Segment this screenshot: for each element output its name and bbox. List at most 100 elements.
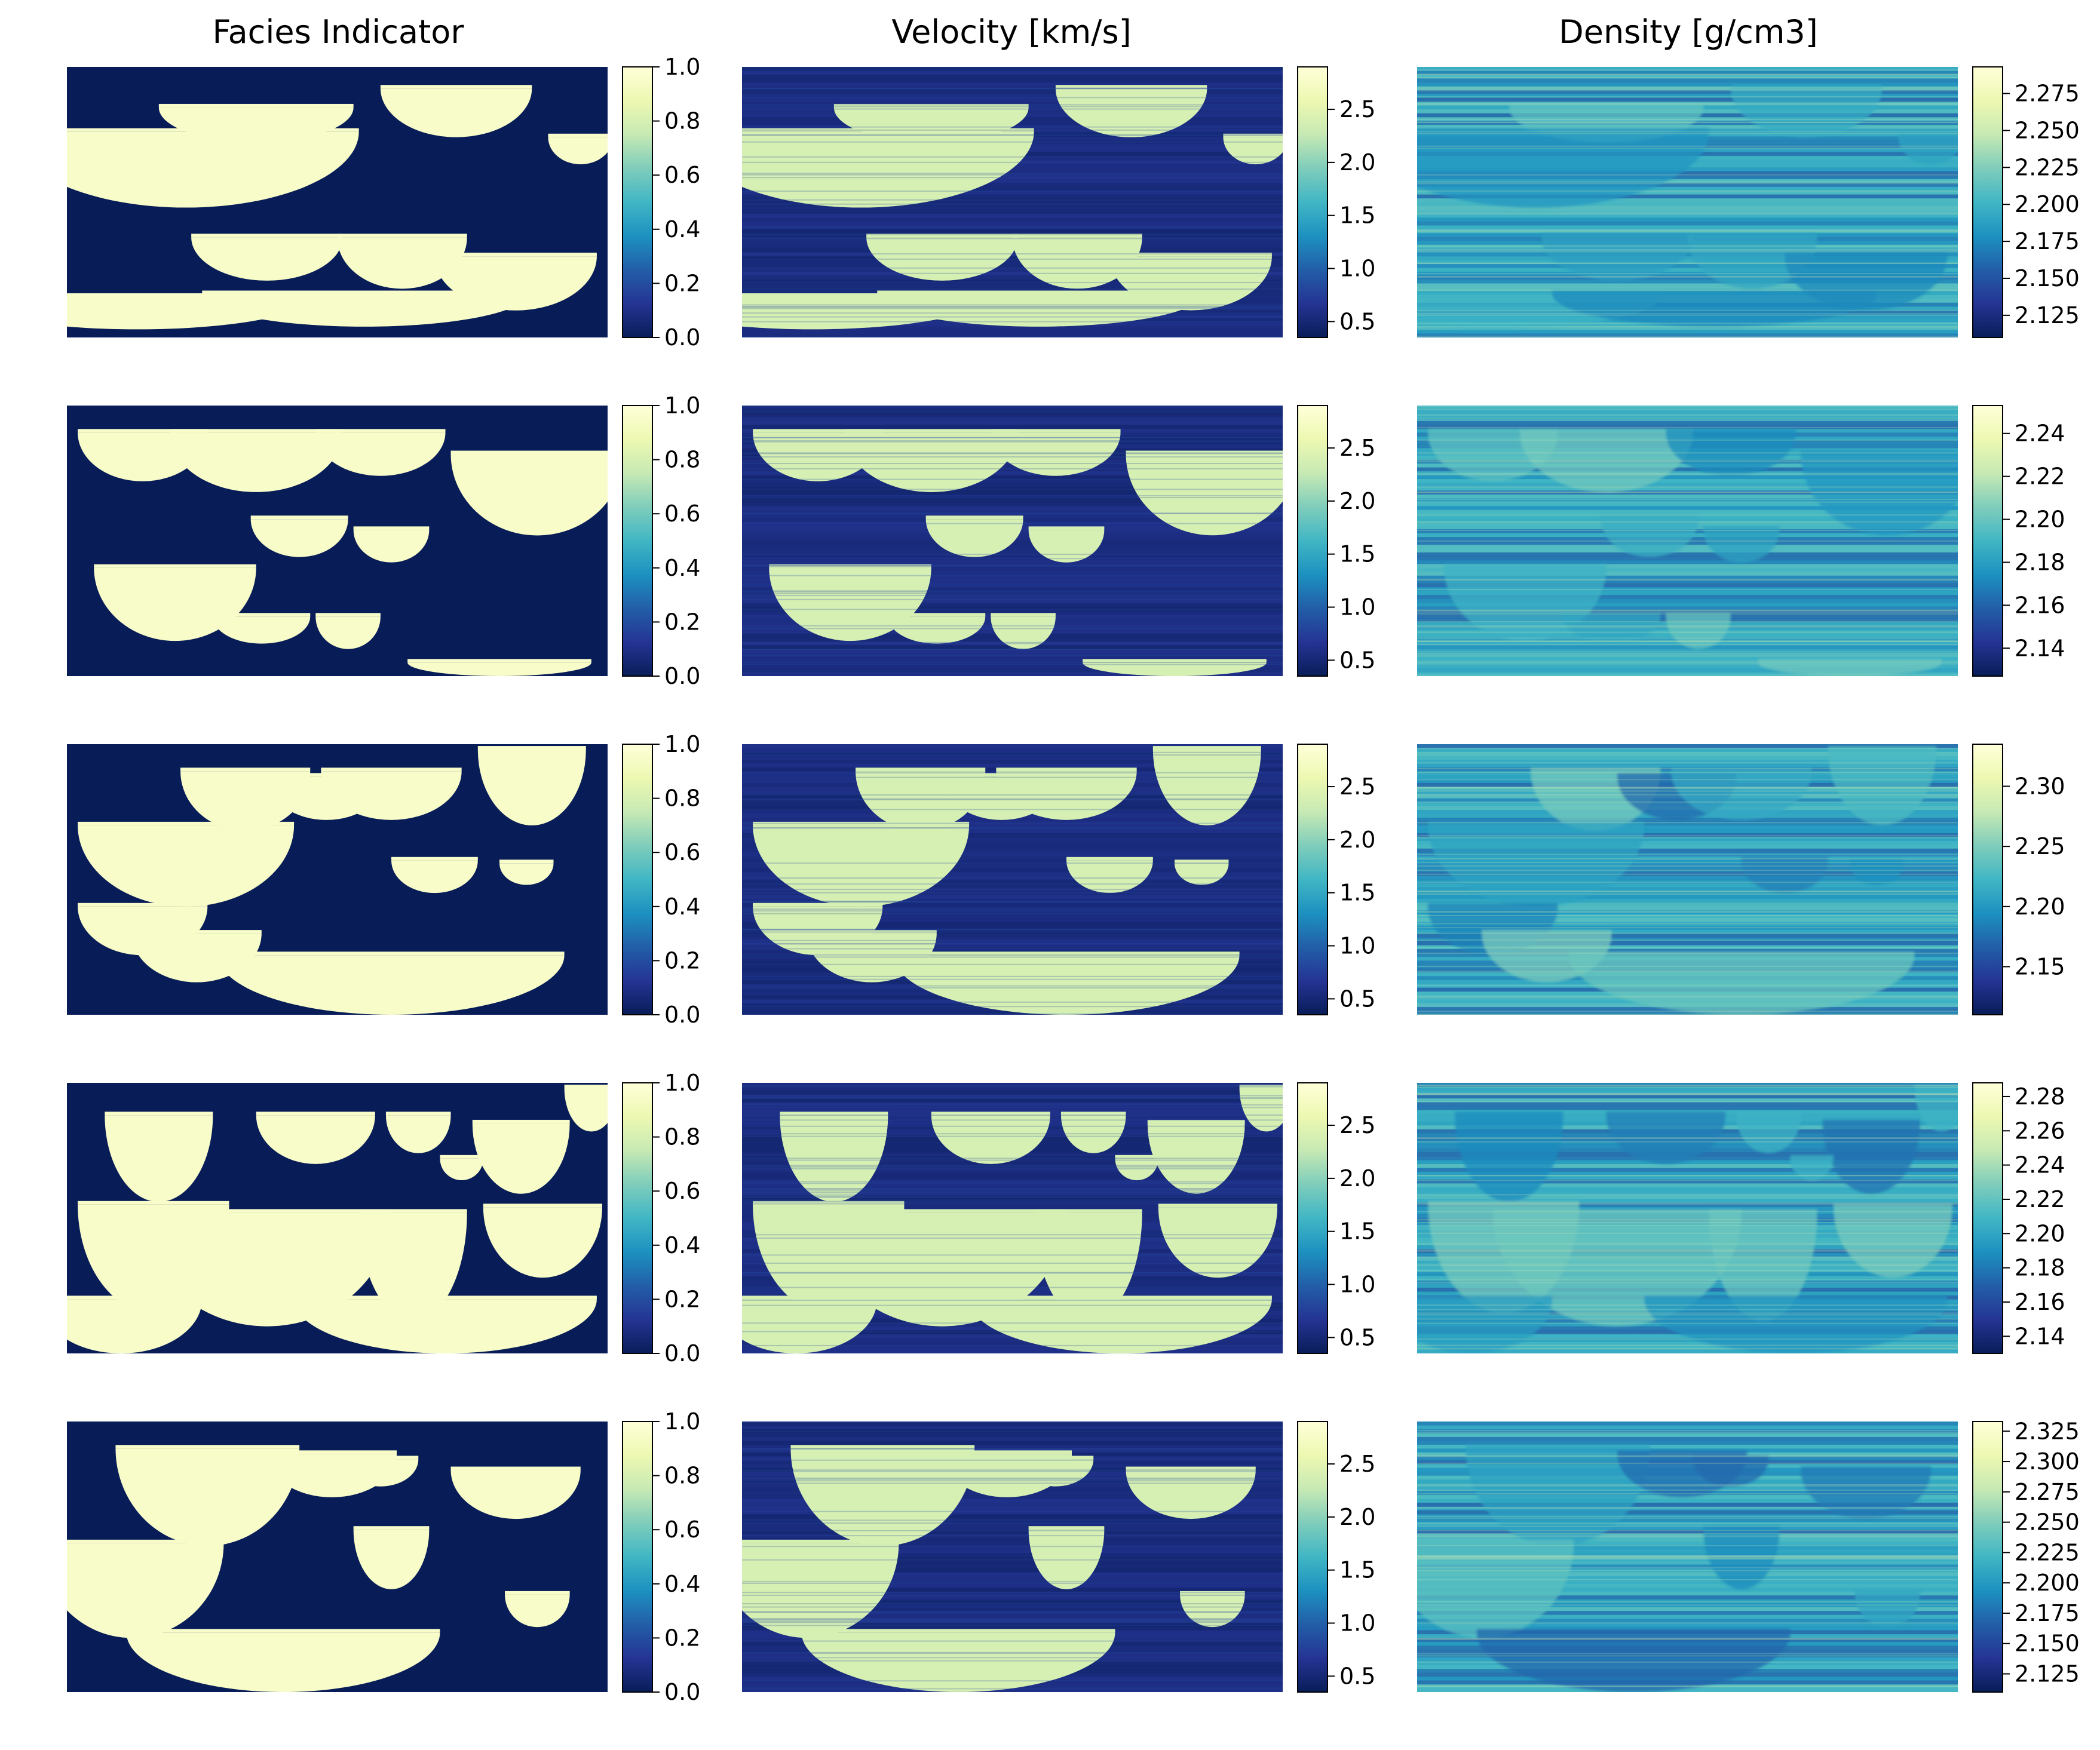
- sand-lens-top: [1028, 1526, 1105, 1530]
- streak: [742, 156, 1283, 158]
- sand-lens-top: [1428, 902, 1558, 907]
- streak: [1417, 1567, 1958, 1568]
- streak: [1417, 276, 1958, 278]
- panel-r5-c3: 2.125 2.150 2.175 2.200 2.225 2.250 2.275 2.300…: [1417, 1418, 2080, 1693]
- streak: [1417, 579, 1958, 581]
- streak: [742, 928, 1283, 930]
- streak: [1417, 1304, 1958, 1306]
- streak: [1417, 870, 1958, 871]
- stripe: [1417, 1499, 1958, 1503]
- streak: [1417, 190, 1958, 192]
- streak: [1417, 1141, 1958, 1143]
- stripe: [1417, 252, 1958, 257]
- streak: [1417, 540, 1958, 542]
- stripe: [742, 598, 1283, 603]
- stripe: [742, 279, 1283, 284]
- sand-lens-top: [505, 1591, 570, 1595]
- sand-lens-top: [1109, 253, 1272, 257]
- sand-lens: [548, 137, 608, 165]
- colorbar-tick-label: 1.0: [1339, 594, 1375, 621]
- panel-r1-c2: 0.5 1.0 1.5 2.0 2.5: [742, 66, 1375, 338]
- streak: [1417, 249, 1958, 251]
- streak: [1417, 452, 1958, 454]
- streak: [742, 1680, 1283, 1682]
- panel-r3-c1: 0.0 0.2 0.4 0.6 0.8 1.0: [67, 731, 700, 1028]
- streak: [742, 1660, 1283, 1662]
- sand-lens: [1552, 294, 1877, 327]
- stripe: [742, 1619, 1283, 1623]
- stripe: [1417, 1583, 1958, 1588]
- streak: [742, 598, 1283, 600]
- stripe: [742, 264, 1283, 269]
- streak: [1417, 133, 1958, 134]
- sand-lens-top: [450, 1466, 581, 1470]
- sand-lens: [1152, 750, 1261, 825]
- colorbar-tick-label: 1.0: [664, 1070, 700, 1096]
- stripe: [742, 1179, 1283, 1184]
- sand-lens-top: [1790, 1155, 1834, 1159]
- colorbar-tick-label: 2.250: [2015, 1509, 2080, 1536]
- stripe: [1417, 759, 1958, 764]
- stripe: [1417, 483, 1958, 487]
- colorbar-frame: [622, 405, 653, 677]
- streak: [1417, 613, 1958, 615]
- stripe: [1417, 825, 1958, 830]
- colorbar-tick-label: 2.28: [2015, 1083, 2065, 1110]
- stripe: [1417, 1187, 1958, 1192]
- streak: [1417, 148, 1958, 149]
- sand-lens-top: [1126, 1466, 1256, 1470]
- stripe: [1417, 1163, 1958, 1168]
- colorbar-tick-label: 2.175: [2015, 1600, 2080, 1626]
- stripe: [1417, 864, 1958, 868]
- streak: [1417, 939, 1958, 941]
- colorbar-tick-label: 2.16: [2015, 1289, 2065, 1315]
- colorbar-tick-label: 1.0: [1339, 1272, 1375, 1298]
- streak: [1417, 249, 1958, 251]
- sand-lens: [925, 519, 1023, 557]
- stripe: [1417, 1595, 1958, 1600]
- heatmap-image: [1417, 1422, 1958, 1692]
- colorbar: 0.5 1.0 1.5 2.0 2.5: [1297, 1082, 1375, 1354]
- streak: [1417, 1522, 1958, 1524]
- stripe: [742, 595, 1283, 600]
- streak: [742, 554, 1283, 555]
- stripe: [1417, 268, 1958, 272]
- streak: [742, 1546, 1283, 1548]
- sand-lens: [1666, 616, 1731, 649]
- sand-lens: [385, 1115, 451, 1153]
- stripe: [742, 425, 1283, 429]
- streak: [742, 1304, 1283, 1306]
- colorbar-tick-label: 2.16: [2015, 592, 2065, 618]
- stripe: [1417, 275, 1958, 280]
- stripe: [742, 1502, 1283, 1507]
- streak: [1417, 181, 1958, 183]
- stripe: [1417, 1429, 1958, 1433]
- streak: [1417, 927, 1958, 929]
- sand-lens: [991, 616, 1056, 649]
- stripe: [742, 1549, 1283, 1553]
- colorbar-tick-label: 2.30: [2015, 773, 2065, 799]
- sand-lens: [115, 1448, 300, 1546]
- stripe: [742, 191, 1283, 195]
- stripe: [1417, 756, 1958, 760]
- stripe: [1417, 1588, 1958, 1592]
- sand-lens: [1417, 1543, 1574, 1638]
- stripe: [742, 1441, 1283, 1445]
- stripe: [742, 575, 1283, 580]
- streak: [1417, 952, 1958, 954]
- stripe: [742, 1622, 1283, 1627]
- stripe: [742, 506, 1283, 511]
- streak: [1417, 865, 1958, 867]
- sand-lens: [1644, 1299, 1947, 1353]
- heatmap-cells: [67, 1085, 608, 1353]
- stripe: [742, 1425, 1283, 1430]
- streak: [742, 1427, 1283, 1429]
- colorbar-tick-label: 2.20: [2015, 506, 2065, 533]
- stripe: [742, 587, 1283, 592]
- stripe: [1417, 1346, 1958, 1350]
- sand-lens-top: [1617, 1450, 1748, 1454]
- sand-lens: [1175, 863, 1229, 885]
- stripe: [742, 898, 1283, 903]
- sand-lens-top: [1028, 526, 1105, 530]
- streak: [742, 512, 1283, 514]
